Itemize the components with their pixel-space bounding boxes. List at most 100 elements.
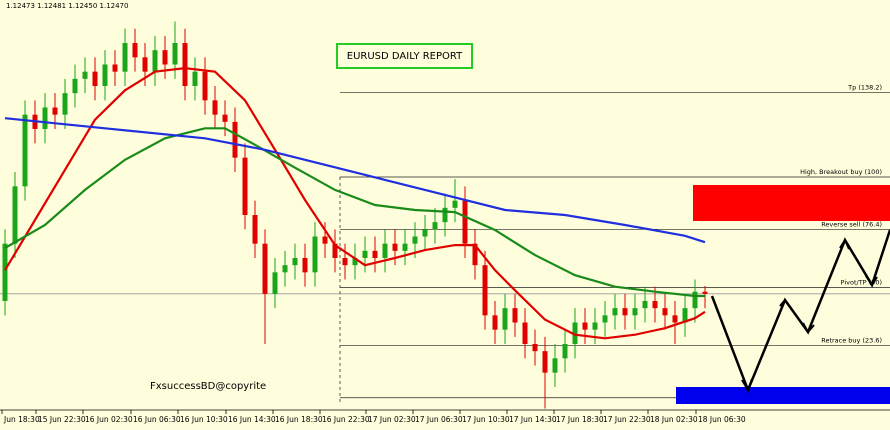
candle-body [322, 236, 328, 244]
candle-body [602, 315, 608, 323]
candle-body [702, 291, 708, 294]
candle-body [92, 71, 98, 86]
x-tick-label: 16 Jun 10:30 [180, 415, 228, 424]
x-tick-label: 16 Jun 06:30 [133, 415, 181, 424]
candle-body [242, 157, 248, 215]
moving-average [4, 66, 706, 340]
candle-body [472, 243, 478, 266]
x-tick-label: Jun 18:30 [3, 415, 40, 424]
candle-body [292, 258, 298, 266]
candle-body [642, 301, 648, 309]
candle-body [632, 308, 638, 316]
candle-body [202, 71, 208, 101]
candle-body [402, 243, 408, 251]
candle-body [392, 243, 398, 251]
candle-body [72, 78, 78, 94]
candle-body [502, 308, 508, 330]
candle-body [62, 93, 68, 115]
level-label: High, Breakout buy (100) [800, 168, 882, 176]
x-tick-label: 16 Jun 22:30 [322, 415, 370, 424]
candle-body [2, 243, 8, 301]
candle-body [182, 43, 188, 86]
candle-body [482, 265, 488, 316]
moving-average [4, 127, 705, 298]
candle-body [312, 236, 318, 273]
candle-body [612, 308, 618, 316]
candle-body [132, 43, 138, 58]
candle-body [282, 265, 288, 273]
candle-body [432, 222, 438, 230]
candle-body [172, 43, 178, 65]
projection-arrows [741, 237, 878, 393]
candle-body [442, 207, 448, 223]
candle-body [352, 258, 358, 266]
layers: Tp (138.2) High, Breakout buy (100) Revers… [0, 21, 890, 409]
x-tick-label: 16 Jun 18:30 [275, 415, 323, 424]
candle-body [122, 43, 128, 72]
candle-body [462, 200, 468, 244]
candle-body [112, 64, 118, 72]
x-tick-label: 17 Jun 22:30 [603, 415, 651, 424]
candle-body [672, 315, 678, 323]
candle-body [682, 308, 688, 323]
candle-body [252, 215, 258, 244]
x-tick-label: 17 Jun 06:30 [415, 415, 463, 424]
title-box [336, 43, 473, 69]
chart-title: EURUSD DAILY REPORT [347, 51, 463, 62]
level-label: Tp (138.2) [847, 83, 882, 91]
x-tick-label: 17 Jun 14:30 [509, 415, 557, 424]
x-tick-label: 16 Jun 02:30 [85, 415, 133, 424]
watermark: FxsuccessBD@copyrite [150, 381, 266, 392]
level-label: Retrace buy (23.6) [821, 336, 882, 344]
level-label: Reverse sell (76.4) [821, 220, 882, 228]
x-tick-label: 15 Jun 22:30 [38, 415, 86, 424]
x-tick-label: 17 Jun 02:30 [368, 415, 416, 424]
candle-body [262, 243, 268, 294]
candle-body [342, 258, 348, 266]
candle-body [152, 50, 158, 72]
candle-body [622, 308, 628, 316]
candle-body [272, 272, 278, 294]
candle-body [212, 100, 218, 115]
candle-body [662, 308, 668, 316]
candle-body [22, 114, 28, 187]
moving-average [4, 117, 706, 244]
candle-body [652, 301, 658, 309]
candle-body [192, 71, 198, 86]
x-tick-label: 17 Jun 10:30 [462, 415, 510, 424]
candle-body [572, 322, 578, 344]
level-label: Pivot/TP (50) [841, 278, 882, 286]
candle-body [222, 114, 228, 122]
candle-body [582, 322, 588, 330]
candle-body [512, 308, 518, 323]
candle-body [162, 50, 168, 65]
sell-zone [693, 185, 890, 221]
candle-body [302, 258, 308, 273]
candle-body [12, 186, 18, 244]
candle-body [592, 322, 598, 330]
candle-body [362, 250, 368, 258]
candle-body [52, 107, 58, 115]
candle-body [232, 121, 238, 158]
candle-body [332, 243, 338, 258]
candle-body [42, 107, 48, 129]
x-tick-label: 16 Jun 14:30 [228, 415, 276, 424]
buy-zone [676, 387, 890, 404]
candle-body [82, 71, 88, 79]
candle-body [422, 229, 428, 237]
candle-body [542, 351, 548, 373]
candle-body [382, 243, 388, 258]
candle-body [452, 200, 458, 208]
x-tick-label: 18 Jun 02:30 [650, 415, 698, 424]
candle-body [372, 250, 378, 258]
candle-body [562, 344, 568, 359]
ohlc-info: 1.12473 1.12481 1.12450 1.12470 [6, 2, 128, 10]
candle-body [412, 236, 418, 244]
candle-body [102, 64, 108, 86]
candle-body [142, 57, 148, 72]
candle-body [522, 322, 528, 344]
candle-body [492, 315, 498, 330]
candle-body [552, 358, 558, 373]
x-tick-label: 17 Jun 18:30 [556, 415, 604, 424]
